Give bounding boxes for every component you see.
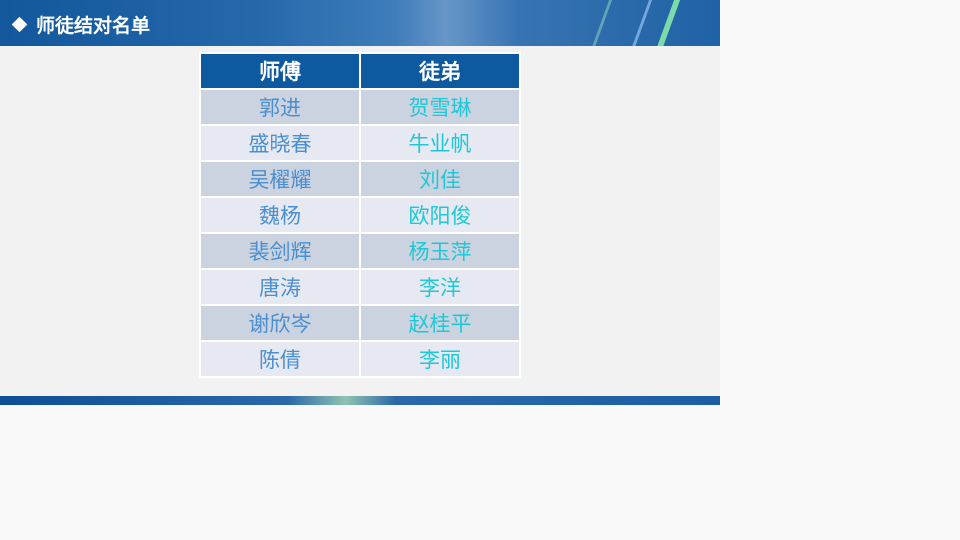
apprentice-cell: 杨玉萍 <box>359 232 521 270</box>
pairing-table: 师傅 徒弟 郭进 贺雪琳 盛晓春 牛业帆 吴櫂耀 刘佳 魏杨 欧阳俊 裴剑辉 杨玉萍 唐涛 李洋 谢欣岑… <box>199 52 521 378</box>
slide-title: 师徒结对名单 <box>11 11 151 38</box>
title-text: 师徒结对名单 <box>36 15 151 37</box>
table-row: 魏杨 欧阳俊 <box>199 196 521 234</box>
master-cell: 魏杨 <box>199 196 361 234</box>
master-cell: 唐涛 <box>199 268 361 306</box>
table-header-row: 师傅 徒弟 <box>199 52 521 90</box>
master-cell: 谢欣岑 <box>199 304 361 342</box>
master-cell: 裴剑辉 <box>199 232 361 270</box>
header-apprentice: 徒弟 <box>359 52 521 90</box>
master-cell: 盛晓春 <box>199 124 361 162</box>
apprentice-cell: 贺雪琳 <box>359 88 521 126</box>
table-row: 谢欣岑 赵桂平 <box>199 304 521 342</box>
table-row: 裴剑辉 杨玉萍 <box>199 232 521 270</box>
master-cell: 郭进 <box>199 88 361 126</box>
table-row: 陈倩 李丽 <box>199 340 521 378</box>
apprentice-cell: 赵桂平 <box>359 304 521 342</box>
table-row: 盛晓春 牛业帆 <box>199 124 521 162</box>
title-bar: 师徒结对名单 <box>0 0 720 46</box>
apprentice-cell: 牛业帆 <box>359 124 521 162</box>
bottom-bar <box>0 396 720 405</box>
diamond-bullet-icon <box>11 16 28 33</box>
apprentice-cell: 欧阳俊 <box>359 196 521 234</box>
apprentice-cell: 李丽 <box>359 340 521 378</box>
table-row: 郭进 贺雪琳 <box>199 88 521 126</box>
table-row: 吴櫂耀 刘佳 <box>199 160 521 198</box>
apprentice-cell: 刘佳 <box>359 160 521 198</box>
slide: 师徒结对名单 师傅 徒弟 郭进 贺雪琳 盛晓春 牛业帆 吴櫂耀 刘佳 魏杨 欧阳俊 裴剑辉 杨玉萍… <box>0 0 720 405</box>
header-master: 师傅 <box>199 52 361 90</box>
apprentice-cell: 李洋 <box>359 268 521 306</box>
table-row: 唐涛 李洋 <box>199 268 521 306</box>
master-cell: 陈倩 <box>199 340 361 378</box>
master-cell: 吴櫂耀 <box>199 160 361 198</box>
